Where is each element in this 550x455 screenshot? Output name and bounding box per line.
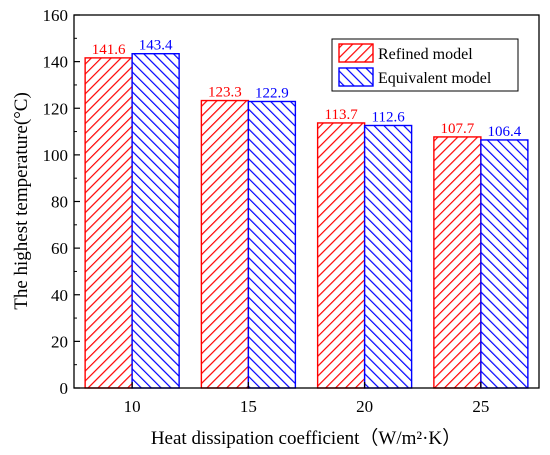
bar-refined-model (200, 99, 250, 389)
y-tick-label: 0 (60, 379, 69, 398)
data-label: 107.7 (441, 121, 475, 137)
y-tick-label: 80 (51, 193, 68, 212)
bar-refined-model (84, 57, 133, 389)
bar-equivalent-model (131, 52, 180, 389)
x-tick-label: 10 (124, 397, 141, 416)
x-axis-title: Heat dissipation coefficient（W/m²·K） (151, 427, 461, 449)
bar-refined-model (433, 136, 482, 389)
legend-swatch (338, 43, 374, 63)
y-axis-title: The highest temperature(°C) (11, 92, 32, 310)
bar-refined-model (316, 122, 366, 389)
y-tick-label: 140 (43, 53, 69, 72)
bar-equivalent-model (480, 139, 529, 389)
data-label: 113.7 (325, 107, 359, 123)
legend: Refined model Equivalent model (331, 38, 519, 92)
y-axis: 0 20 40 60 80 100 120 140 160 (43, 6, 80, 398)
y-tick-label: 60 (51, 239, 68, 258)
bar-equivalent-model (247, 100, 297, 389)
legend-label: Equivalent model (378, 70, 492, 87)
x-tick-label: 25 (472, 397, 489, 416)
data-label: 112.6 (372, 110, 406, 126)
y-tick-label: 160 (43, 6, 69, 25)
legend-swatch (338, 67, 374, 87)
y-tick-label: 100 (43, 146, 69, 165)
y-tick-label: 20 (51, 332, 68, 351)
x-axis: 10 15 20 25 (124, 382, 489, 416)
data-label: 123.3 (208, 85, 242, 101)
legend-label: Refined model (378, 46, 473, 63)
data-label: 122.9 (255, 85, 289, 101)
data-label: 106.4 (488, 124, 522, 140)
bar-equivalent-model (363, 124, 413, 389)
data-label: 141.6 (92, 42, 126, 58)
x-tick-label: 20 (356, 397, 373, 416)
y-tick-label: 40 (51, 286, 68, 305)
plot-area: 141.6 143.4 123.3 122.9 113.7 112.6 107.7 106.4 (84, 38, 529, 389)
x-tick-label: 15 (240, 397, 257, 416)
y-tick-label: 120 (43, 99, 69, 118)
data-label: 143.4 (139, 38, 173, 54)
